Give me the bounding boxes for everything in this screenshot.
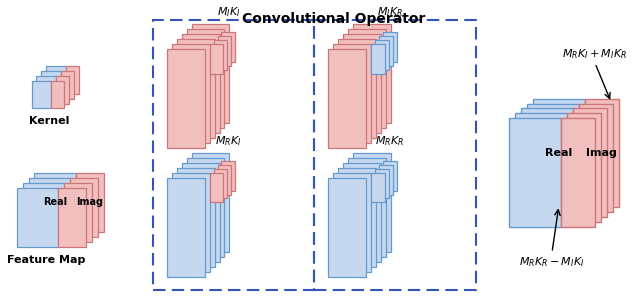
Bar xyxy=(153,20,314,290)
Bar xyxy=(328,49,366,148)
Bar xyxy=(328,178,366,277)
Text: $M_RK_R - M_IK_I$: $M_RK_R - M_IK_I$ xyxy=(519,255,585,269)
Bar xyxy=(70,178,98,237)
Bar xyxy=(521,108,573,217)
Bar xyxy=(314,20,476,290)
Bar xyxy=(76,173,104,232)
Bar xyxy=(333,173,371,272)
Bar xyxy=(567,113,602,222)
Bar xyxy=(35,173,76,232)
Bar xyxy=(46,66,66,94)
Bar xyxy=(36,76,56,104)
Bar xyxy=(218,36,232,66)
Bar xyxy=(353,153,390,252)
Bar xyxy=(509,118,561,227)
Bar xyxy=(167,178,205,277)
Bar xyxy=(371,173,385,202)
Bar xyxy=(210,44,223,74)
Bar xyxy=(51,81,64,108)
Bar xyxy=(348,29,386,128)
Bar xyxy=(515,113,567,222)
Bar xyxy=(348,158,386,257)
Bar xyxy=(66,66,79,94)
Bar xyxy=(58,188,86,247)
Bar xyxy=(375,169,388,198)
Bar xyxy=(61,71,74,98)
Bar xyxy=(221,161,236,191)
Text: $M_RK_R$: $M_RK_R$ xyxy=(375,134,404,148)
Bar xyxy=(182,163,220,262)
Text: Convolutional Operator: Convolutional Operator xyxy=(242,12,425,26)
Bar xyxy=(192,153,229,252)
Bar xyxy=(187,29,225,128)
Bar xyxy=(343,34,381,133)
Text: Imag: Imag xyxy=(586,148,618,158)
Bar xyxy=(214,169,227,198)
Bar xyxy=(172,44,210,143)
Bar xyxy=(343,163,381,262)
Bar xyxy=(561,118,595,227)
Bar xyxy=(214,40,227,70)
Text: Imag: Imag xyxy=(76,198,104,208)
Bar xyxy=(383,161,397,191)
Bar xyxy=(533,98,584,207)
Bar xyxy=(371,44,385,74)
Text: Real: Real xyxy=(545,148,573,158)
Bar xyxy=(192,24,229,123)
Bar xyxy=(338,39,376,138)
Bar xyxy=(167,49,205,148)
Text: $M_IK_R$: $M_IK_R$ xyxy=(376,6,403,19)
Bar xyxy=(579,104,613,212)
Bar xyxy=(221,32,236,62)
Bar xyxy=(218,165,232,195)
Bar xyxy=(527,104,579,212)
Bar xyxy=(29,178,70,237)
Bar xyxy=(172,173,210,272)
Bar xyxy=(177,168,214,267)
Bar xyxy=(338,168,376,267)
Bar xyxy=(187,158,225,257)
Text: $M_RK_I$: $M_RK_I$ xyxy=(215,134,242,148)
Bar xyxy=(379,165,393,195)
Bar xyxy=(584,98,620,207)
Bar xyxy=(375,40,388,70)
Bar xyxy=(182,34,220,133)
Bar xyxy=(42,71,61,98)
Bar xyxy=(379,36,393,66)
Text: $M_RK_I + M_IK_R$: $M_RK_I + M_IK_R$ xyxy=(563,47,627,61)
Text: $M_IK_I$: $M_IK_I$ xyxy=(216,6,240,19)
Bar xyxy=(56,76,69,104)
Bar xyxy=(353,24,390,123)
Text: Feature Map: Feature Map xyxy=(7,255,86,265)
Bar xyxy=(31,81,51,108)
Bar xyxy=(17,188,58,247)
Text: Real: Real xyxy=(44,198,67,208)
Bar xyxy=(573,108,607,217)
Bar xyxy=(177,39,214,138)
Text: Kernel: Kernel xyxy=(29,116,69,126)
Bar xyxy=(210,173,223,202)
Bar xyxy=(22,183,64,242)
Bar xyxy=(383,32,397,62)
Bar xyxy=(64,183,92,242)
Bar xyxy=(333,44,371,143)
